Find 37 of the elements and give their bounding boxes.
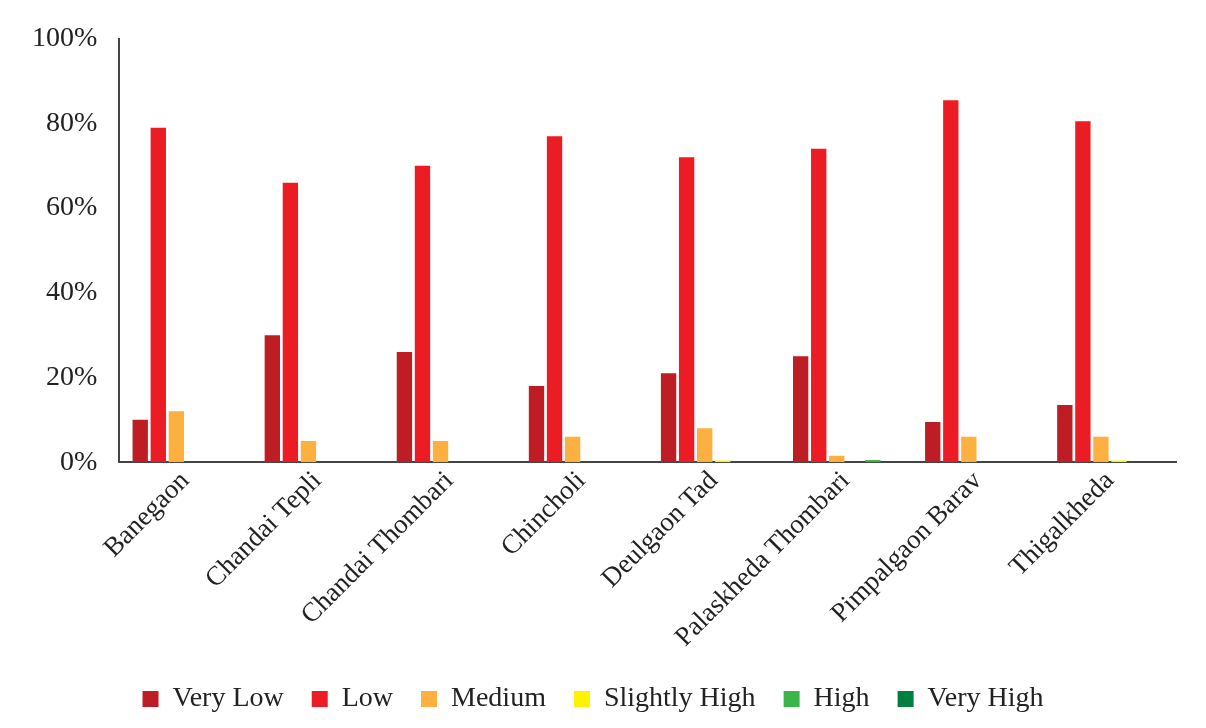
y-tick-label: 40% xyxy=(46,275,98,307)
legend-label: Low xyxy=(341,681,394,713)
y-tick-label: 20% xyxy=(46,359,98,391)
bar xyxy=(150,127,166,463)
bar xyxy=(564,436,581,463)
bar xyxy=(546,136,563,463)
bar xyxy=(961,436,977,463)
legend-label: Very High xyxy=(927,681,1044,713)
bar xyxy=(414,165,431,463)
bar xyxy=(432,440,449,463)
y-tick-label: 100% xyxy=(32,21,98,53)
bar xyxy=(678,157,695,463)
bar xyxy=(264,335,280,463)
bar xyxy=(396,352,413,463)
bar xyxy=(282,182,299,463)
bar xyxy=(1093,436,1109,463)
y-tick-label: 60% xyxy=(46,190,98,222)
bar xyxy=(660,373,677,463)
legend-label: Slightly High xyxy=(603,681,756,713)
bar xyxy=(943,100,959,463)
legend-label: High xyxy=(813,681,870,713)
bar xyxy=(1057,404,1073,463)
bar xyxy=(1075,121,1091,463)
bar xyxy=(697,428,713,463)
bar xyxy=(925,421,941,463)
bar xyxy=(792,356,809,463)
y-tick-label: 0% xyxy=(60,444,98,476)
bar xyxy=(811,148,827,463)
bar xyxy=(168,411,185,463)
bar xyxy=(132,419,148,463)
bar xyxy=(300,440,317,463)
y-tick-label: 80% xyxy=(46,105,98,137)
legend-label: Very Low xyxy=(172,681,285,713)
bar xyxy=(528,385,545,463)
legend-label: Medium xyxy=(451,681,547,713)
bar xyxy=(829,455,845,463)
bar xyxy=(865,460,881,463)
